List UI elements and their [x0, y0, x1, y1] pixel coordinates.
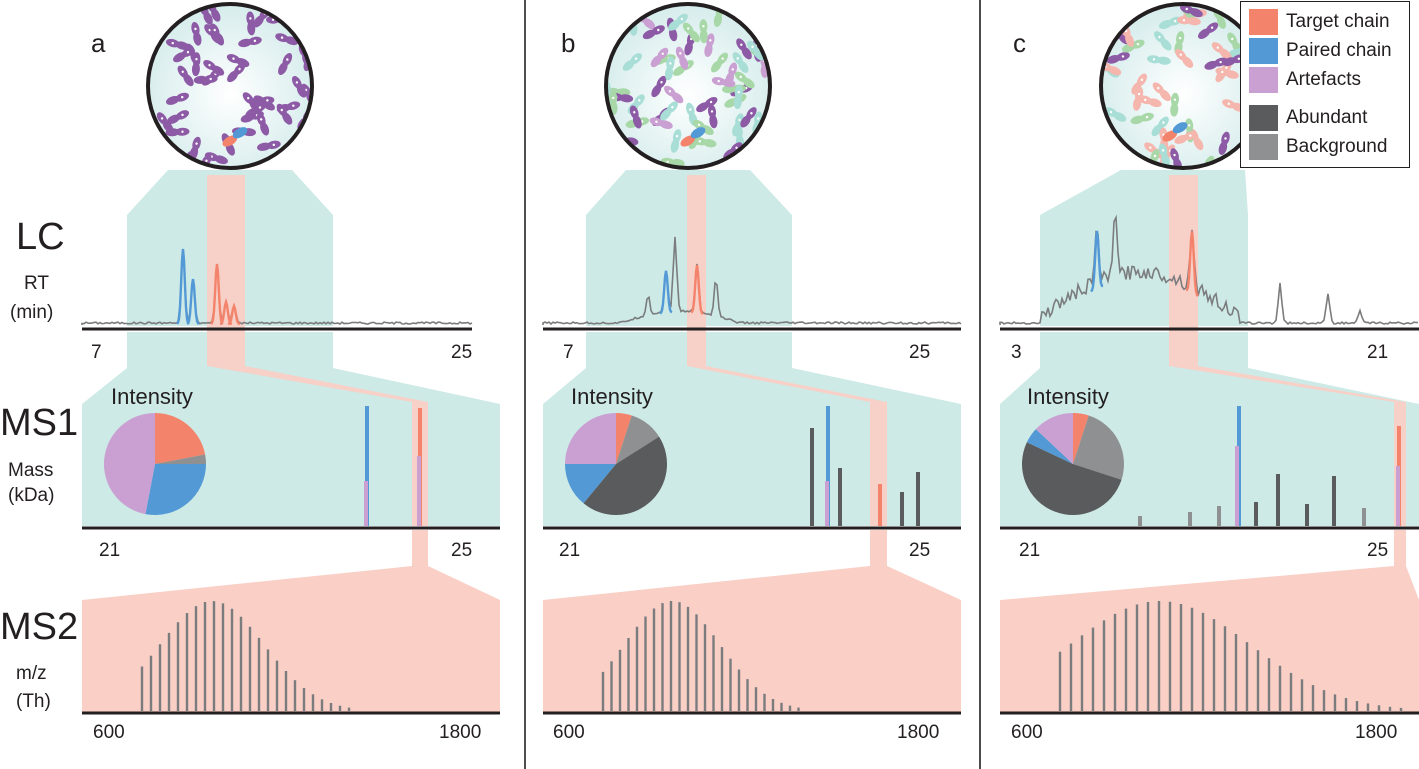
panel-b-magnifier-lens: [606, 4, 770, 168]
panel-b-lc-tick-start: 7: [563, 342, 574, 363]
panel-b-target-molecule: [680, 135, 696, 147]
panel-b-ms2-zoom: [543, 530, 961, 712]
panel-a-paired-molecule: [232, 127, 248, 139]
panel-b-magnifier-rim: [604, 2, 772, 170]
panel-c-lc-trace: [999, 214, 1419, 326]
legend-label-target: Target chain: [1286, 11, 1390, 32]
ms2-row-unit-1: m/z: [16, 663, 47, 684]
legend-swatch-background: [1249, 134, 1278, 160]
panel-a-lc-target-peak: [227, 302, 241, 326]
lc-row-unit-1: RT: [24, 273, 49, 294]
legend-item-abundant: Abundant: [1249, 105, 1367, 131]
legend-item-target: Target chain: [1249, 9, 1390, 35]
panel-b-paired-molecule: [690, 127, 706, 139]
ms1-row-unit-1: Mass: [8, 460, 54, 481]
panel-a-lc-tick-end: 25: [451, 342, 473, 363]
panel-a-ms1-tick-end: 25: [451, 540, 473, 561]
panel-a-lc-paired-peak: [186, 278, 200, 325]
panel-b-intensity-label: Intensity: [571, 384, 653, 409]
legend-label-background: Background: [1286, 136, 1388, 157]
panel-a-ms2-tick-end: 1800: [439, 722, 482, 743]
ms1-row-unit-2: (kDa): [8, 485, 55, 506]
ms2-row-unit-2: (Th): [16, 691, 51, 712]
panel-a-magnifier-rim: [146, 2, 314, 170]
pie-slice-target: [1073, 413, 1089, 464]
panel-b-intensity-pie: [565, 413, 668, 516]
legend-swatch-abundant: [1249, 105, 1278, 131]
lc-row-unit-2: (min): [10, 302, 54, 323]
panel-a-ms1-tick-start: 21: [99, 540, 121, 561]
pie-slice-paired: [145, 464, 206, 516]
panel-c-intensity-pie: [1021, 413, 1124, 516]
panel-c-target-molecule: [1162, 130, 1178, 142]
pie-slice-background: [616, 415, 660, 464]
panel-b-ms1-tick-start: 21: [559, 540, 581, 561]
ms1-row-title: MS1: [0, 402, 79, 444]
panel-c-lc-tick-start: 3: [1011, 342, 1022, 363]
panel-c-lc-target-peak: [1185, 231, 1199, 297]
panel-b-letter: b: [561, 28, 576, 58]
legend-item-paired: Paired chain: [1249, 38, 1392, 64]
pie-slice-abundant: [583, 436, 668, 516]
panel-a-target-stripe: [207, 175, 428, 526]
legend-swatch-target: [1249, 9, 1278, 35]
legend-item-artefacts: Artefacts: [1249, 67, 1361, 93]
legend-label-artefacts: Artefacts: [1286, 69, 1361, 90]
panel-b-lc-paired-peak: [659, 270, 673, 315]
panel-c-lc-paired-peak: [1090, 230, 1104, 293]
pie-slice-artefact: [565, 413, 616, 464]
panel-b-ms2-tick-end: 1800: [897, 722, 940, 743]
panel-c-lc-tick-end: 21: [1367, 342, 1389, 363]
panel-c-target-stripe: [1169, 175, 1406, 526]
pie-slice-target: [616, 413, 632, 464]
pie-slice-background: [155, 454, 206, 464]
legend: Target chain Paired chain Artefacts Abun…: [1240, 1, 1410, 168]
pie-slice-target: [155, 413, 206, 464]
pie-slice-paired: [565, 464, 616, 504]
panel-c-ms1-tick-start: 21: [1019, 540, 1041, 561]
panel-a-target-molecule: [222, 135, 238, 147]
panel-c-ms2-tick-start: 600: [1011, 722, 1043, 743]
panel-a-lc-tick-start: 7: [91, 342, 102, 363]
panel-a-ms2-zoom: [82, 530, 500, 712]
panel-a-lc-paired-peak: [176, 248, 190, 325]
pie-slice-artefact: [103, 412, 155, 515]
panel-c-ms2-zoom: [1000, 530, 1419, 712]
ms2-row-title: MS2: [0, 606, 79, 648]
pie-slice-background: [1073, 415, 1124, 480]
legend-label-abundant: Abundant: [1286, 107, 1368, 128]
panel-c-ms1-tick-end: 25: [1367, 540, 1389, 561]
panel-b-molecule-cloud: [606, 4, 770, 168]
panel-a-intensity-label: Intensity: [111, 384, 193, 409]
panel-b-lc-tick-end: 25: [909, 342, 931, 363]
panel-a-lc-target-peak: [210, 263, 224, 325]
panel-c-intensity-label: Intensity: [1027, 384, 1109, 409]
pie-slice-abundant: [1021, 442, 1122, 516]
legend-label-paired: Paired chain: [1286, 40, 1392, 61]
pie-slice-paired: [1026, 429, 1073, 464]
panel-a-intensity-pie: [103, 412, 206, 516]
panel-a-ms2-tick-start: 600: [93, 722, 125, 743]
legend-swatch-paired: [1249, 38, 1278, 64]
legend-swatch-artefacts: [1249, 67, 1278, 93]
panel-c-letter: c: [1013, 28, 1026, 58]
panel-b-ms1-tick-end: 25: [909, 540, 931, 561]
panel-a-letter: a: [91, 28, 106, 58]
panel-b-ms2-tick-start: 600: [553, 722, 585, 743]
panel-b-lc-trace: [542, 236, 962, 326]
panel-c-ms2-tick-end: 1800: [1355, 722, 1398, 743]
panel-b-lc-target-peak: [690, 265, 704, 315]
panel-a-lc-trace: [81, 257, 473, 326]
legend-item-background: Background: [1249, 134, 1387, 160]
panel-c-paired-molecule: [1172, 122, 1188, 134]
lc-row-title: LC: [16, 216, 65, 258]
pie-slice-artefact: [1035, 413, 1073, 464]
